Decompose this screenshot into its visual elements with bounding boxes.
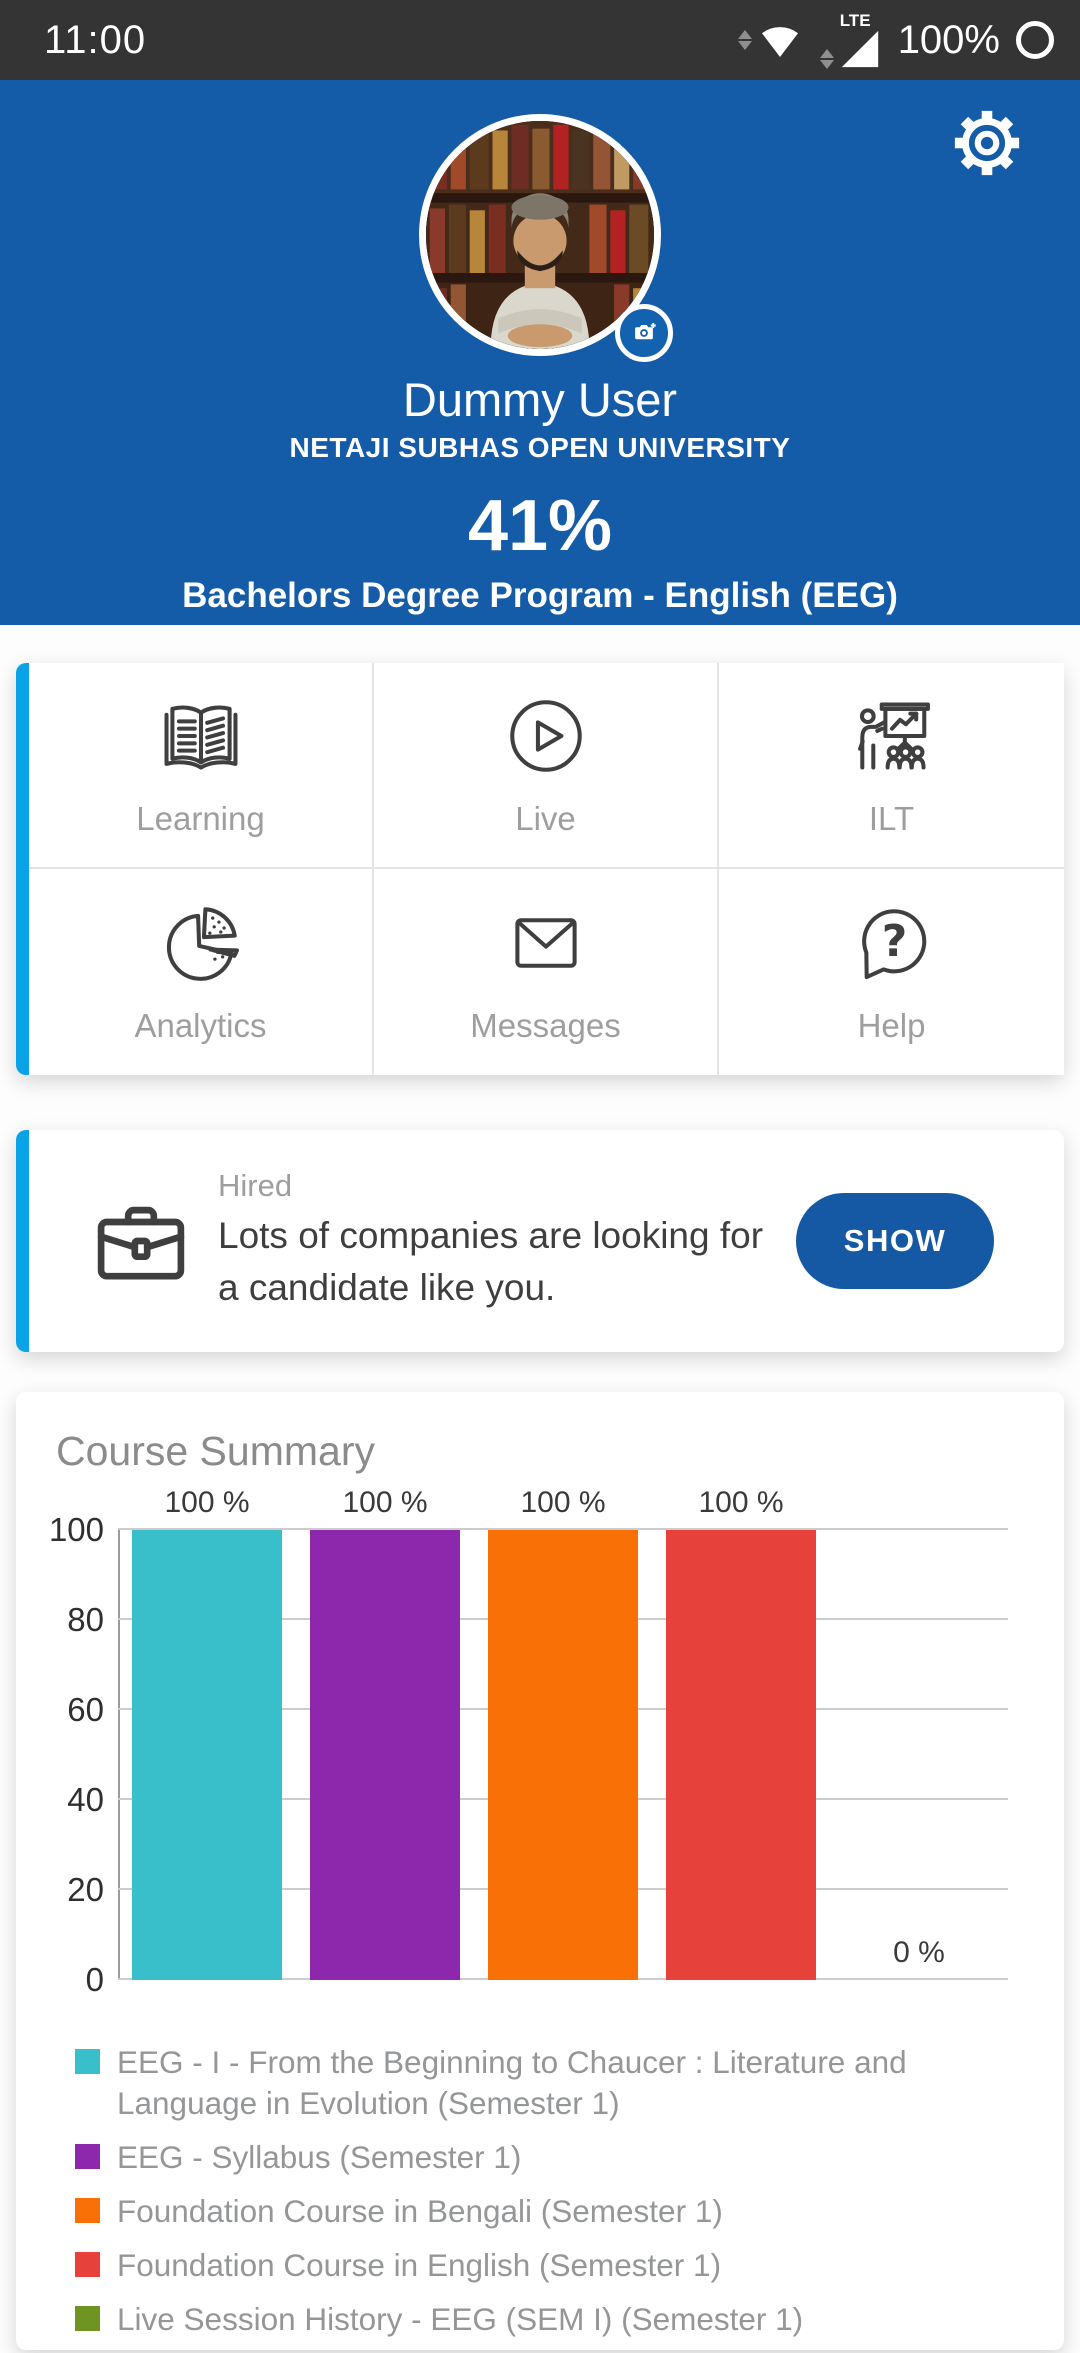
question-bubble-icon: ? (861, 909, 926, 980)
course-summary-card: Course Summary 0 20 40 60 80 100 100 % 1… (16, 1392, 1064, 2350)
bar-value-label: 100 % (164, 1486, 250, 1519)
menu-item-label: Analytics (134, 1007, 267, 1044)
menu-card: Learning Live (16, 663, 1064, 1075)
chart-bar (488, 1530, 638, 1980)
bar-slot: 0 % (830, 1530, 1008, 1980)
avatar-person (490, 193, 590, 349)
presentation-icon (857, 702, 930, 770)
play-circle-icon (509, 700, 582, 772)
legend-label: Foundation Course in English (Semester 1… (117, 2247, 722, 2283)
settings-gear-icon[interactable] (946, 102, 1028, 184)
chart-bar (132, 1530, 282, 1980)
menu-item-label: Learning (136, 800, 265, 837)
profile-avatar[interactable] (419, 114, 673, 362)
battery-circle-icon (1016, 21, 1054, 59)
clock: 11:00 (44, 17, 147, 62)
status-icons: LTE 100% (737, 10, 1054, 69)
hired-message: Lots of companies are looking for a cand… (218, 1215, 764, 1308)
menu-item-label: Messages (470, 1007, 621, 1044)
legend-label: EEG - I - From the Beginning to Chaucer … (117, 2044, 907, 2121)
bar-value-label: 0 % (893, 1936, 945, 1969)
chart-bar (310, 1530, 460, 1980)
bar-slot: 100 % (474, 1486, 652, 1980)
legend-item: Foundation Course in English (Semester 1… (75, 2245, 1014, 2286)
program-name: Bachelors Degree Program - English (EEG) (182, 576, 898, 615)
bar-slot: 100 % (652, 1486, 830, 1980)
accent-strip (16, 663, 29, 1075)
y-tick-label: 0 (85, 1961, 104, 1998)
menu-item-learning[interactable]: Learning (29, 663, 374, 869)
briefcase-icon (97, 1206, 185, 1280)
menu-item-label: ILT (868, 800, 915, 837)
legend-swatch (75, 2049, 100, 2074)
menu-item-label: Live (515, 800, 576, 837)
legend-label: Foundation Course in Bengali (Semester 1… (117, 2193, 723, 2229)
bar-slot: 100 % (296, 1486, 474, 1980)
hired-label: Hired (218, 1168, 293, 1203)
bar-value-label: 100 % (698, 1486, 784, 1519)
status-bar: 11:00 LTE 100% (0, 0, 1080, 80)
y-tick-label: 100 (48, 1511, 104, 1548)
legend-item: EEG - Syllabus (Semester 1) (75, 2137, 1014, 2178)
menu-item-help[interactable]: ? Help (719, 869, 1064, 1075)
envelope-icon (514, 918, 577, 968)
course-summary-title: Course Summary (56, 1428, 375, 1474)
chart-bar (666, 1530, 816, 1980)
menu-item-label: Help (857, 1007, 926, 1044)
network-type-label: LTE (839, 10, 871, 30)
camera-icon[interactable] (615, 304, 673, 362)
legend-swatch (75, 2144, 100, 2169)
accent-strip (16, 1130, 29, 1352)
user-name: Dummy User (402, 373, 678, 426)
show-button[interactable]: SHOW (796, 1193, 994, 1289)
menu-grid: Learning Live (29, 663, 1064, 1075)
pie-chart-icon (166, 907, 239, 981)
y-tick-label: 40 (67, 1781, 104, 1818)
y-axis-line (118, 1530, 120, 1980)
gridline-100 (118, 1528, 1008, 1530)
cell-signal-icon (841, 30, 878, 67)
menu-item-analytics[interactable]: Analytics (29, 869, 374, 1075)
legend-item: EEG - I - From the Beginning to Chaucer … (75, 2042, 1014, 2124)
menu-item-live[interactable]: Live (374, 663, 719, 869)
bar-slot: 100 % (118, 1486, 296, 1980)
bar-value-label: 100 % (520, 1486, 606, 1519)
legend-swatch (75, 2306, 100, 2331)
wifi-traffic-arrows-icon (737, 30, 752, 50)
hired-card[interactable]: Hired Lots of companies are looking for … (16, 1130, 1064, 1352)
legend-swatch (75, 2198, 100, 2223)
bar-value-label: 100 % (342, 1486, 428, 1519)
y-tick-label: 80 (67, 1601, 104, 1638)
y-tick-label: 20 (67, 1871, 104, 1908)
svg-text:?: ? (881, 916, 907, 967)
battery-percent: 100% (897, 17, 1000, 62)
open-book-icon (164, 705, 237, 770)
university-name: NETAJI SUBHAS OPEN UNIVERSITY (289, 432, 791, 463)
legend-item: Foundation Course in Bengali (Semester 1… (75, 2191, 1014, 2232)
bar-chart-plot: 0 20 40 60 80 100 100 % 100 % 100 % 100 … (49, 1486, 1008, 1997)
legend-label: Live Session History - EEG (SEM I) (Seme… (117, 2301, 804, 2337)
overall-progress: 41% (467, 486, 613, 566)
legend-item: Live Session History - EEG (SEM I) (Seme… (75, 2299, 1014, 2340)
profile-header: Dummy User NETAJI SUBHAS OPEN UNIVERSITY… (0, 80, 1080, 625)
menu-item-ilt[interactable]: ILT (719, 663, 1064, 869)
wifi-icon (761, 27, 798, 57)
chart-legend: EEG - I - From the Beginning to Chaucer … (75, 2042, 1014, 2353)
legend-label: EEG - Syllabus (Semester 1) (117, 2139, 522, 2175)
y-tick-label: 60 (67, 1691, 104, 1728)
lte-traffic-arrows-icon (819, 48, 834, 69)
menu-item-messages[interactable]: Messages (374, 869, 719, 1075)
legend-swatch (75, 2252, 100, 2277)
